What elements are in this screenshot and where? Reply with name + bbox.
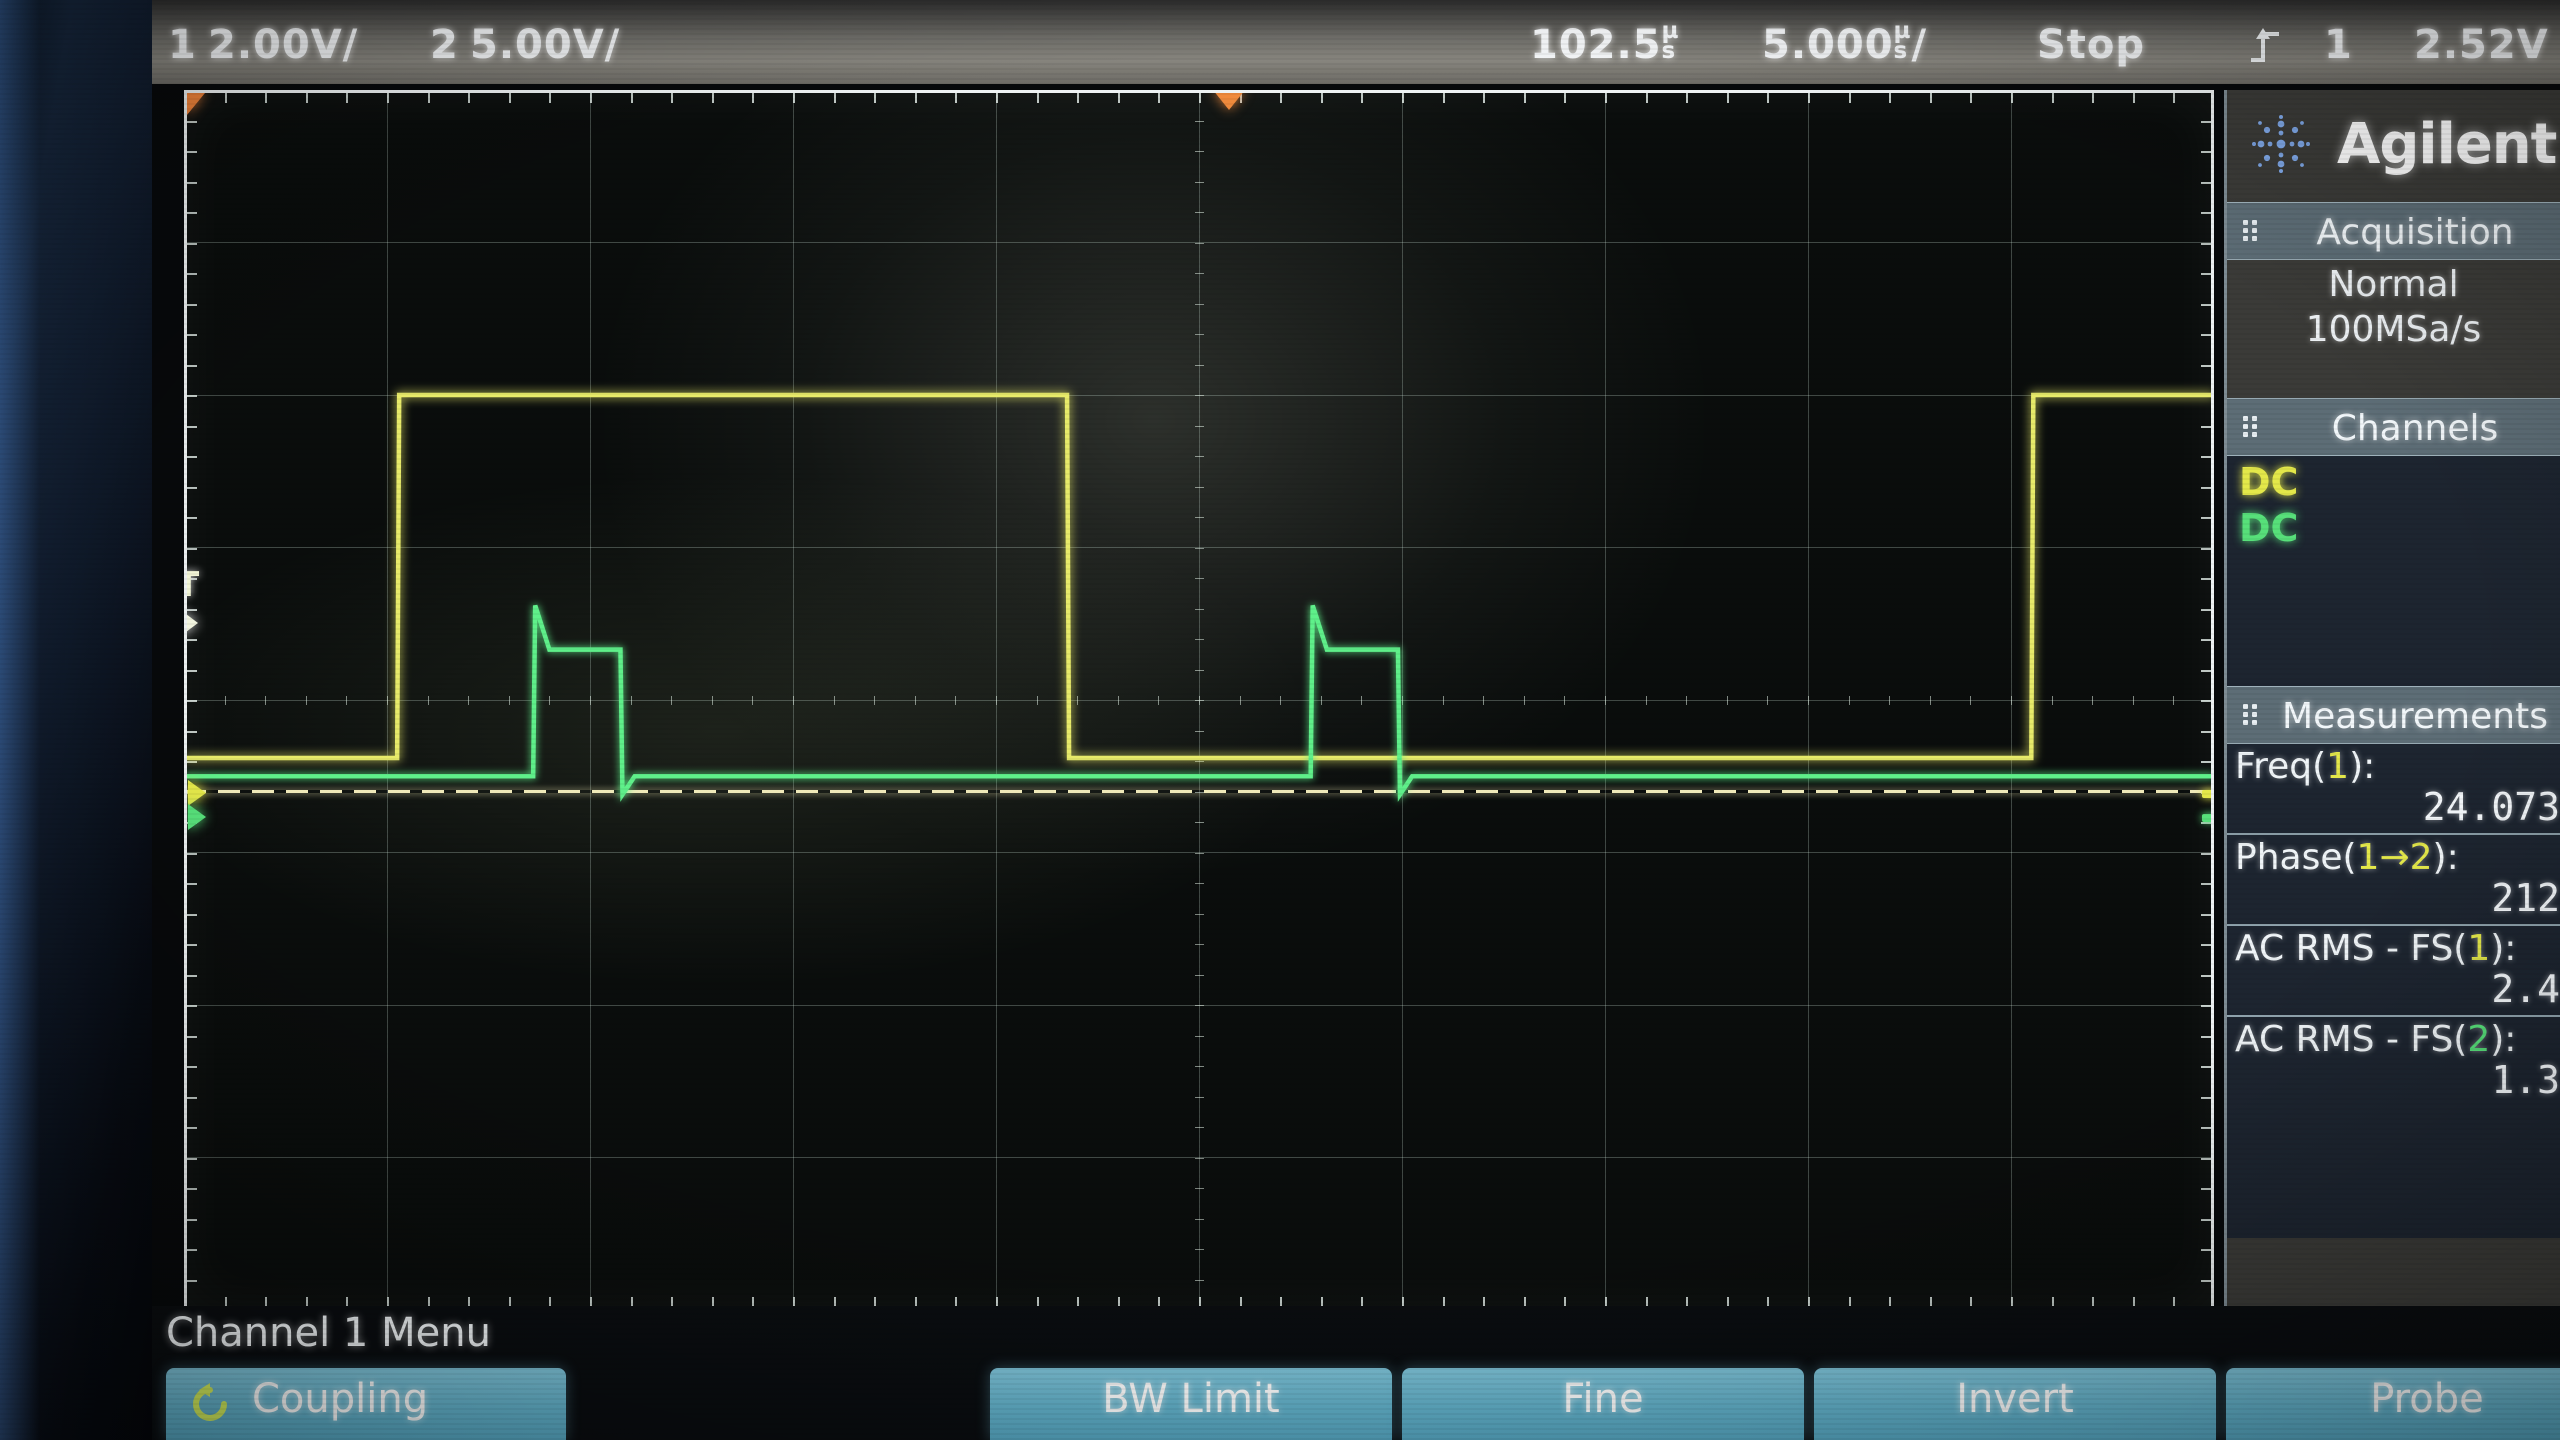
acquisition-section-header[interactable]: Acquisition: [2227, 202, 2560, 260]
menu-title: Channel 1 Menu: [166, 1310, 491, 1356]
trigger-position-marker-icon[interactable]: [1213, 90, 1245, 110]
ch1-coupling: DC: [2239, 460, 2299, 504]
measurement-label: Freq(1):: [2235, 746, 2376, 787]
channel-row[interactable]: DC 10: [2227, 456, 2560, 512]
trigger-level-line[interactable]: [184, 790, 2214, 793]
agilent-starburst-icon: [2251, 114, 2311, 174]
acquisition-title: Acquisition: [2316, 212, 2514, 253]
drag-grip-icon: [2243, 704, 2263, 726]
measurement-label: AC RMS - FS(2):: [2235, 1019, 2517, 1060]
measurement-item[interactable]: AC RMS - FS(2): 1.3: [2227, 1015, 2560, 1106]
info-sidebar: Agilent Acquisition Normal 100MSa/s: [2224, 90, 2560, 1306]
measurement-label: Phase(1→2):: [2235, 837, 2459, 878]
trigger-level-arrow-icon[interactable]: [184, 608, 198, 638]
softkey-invert[interactable]: Invert: [1814, 1368, 2216, 1440]
waveform-traces: [184, 392, 2214, 802]
measurement-item[interactable]: Phase(1→2): 212: [2227, 833, 2560, 924]
ch2-ground-arrow-icon[interactable]: [188, 804, 206, 830]
measurement-value: 2.4: [2491, 967, 2560, 1011]
softkey-probe[interactable]: Probe: [2226, 1368, 2560, 1440]
status-timebase[interactable]: 5.000 µ s /: [1762, 18, 1928, 68]
softkey-fine-label: Fine: [1562, 1376, 1644, 1422]
status-ch2-scale[interactable]: 5.00V/: [470, 22, 621, 68]
softkey-bar: Channel 1 Menu Coupling BW Limit Fine In…: [152, 1306, 2560, 1440]
channels-title: Channels: [2331, 408, 2499, 449]
measurement-value: 1.3: [2491, 1058, 2560, 1102]
softkey-bw-limit[interactable]: BW Limit: [990, 1368, 1392, 1440]
measurements-section-header[interactable]: Measurements: [2227, 686, 2560, 744]
measurements-body: Freq(1): 24.073 Phase(1→2): 212 AC RMS -…: [2227, 744, 2560, 1238]
measurement-label: AC RMS - FS(1):: [2235, 928, 2517, 969]
channel-1-trace: [184, 392, 2214, 761]
measurement-value: 24.073: [2422, 785, 2560, 829]
acquisition-mode: Normal: [2328, 264, 2459, 305]
channels-section-header[interactable]: Channels: [2227, 398, 2560, 456]
ch2-coupling: DC: [2239, 506, 2299, 550]
softkey-invert-label: Invert: [1956, 1376, 2074, 1422]
acquisition-sample-rate: 100MSa/s: [2305, 309, 2482, 350]
device-bezel-left: [0, 0, 152, 1440]
status-timebase-value: 5.000: [1762, 22, 1894, 68]
waveform-graticule[interactable]: T 1 2: [184, 90, 2214, 1310]
channel-2-trace: [184, 562, 2214, 802]
softkey-bw-limit-label: BW Limit: [1102, 1376, 1280, 1422]
status-ch2-number[interactable]: 2: [430, 22, 459, 68]
drag-grip-icon: [2243, 416, 2263, 438]
status-run-state[interactable]: Stop: [2037, 22, 2146, 68]
ch2-right-edge-marker: [2202, 814, 2214, 822]
status-ch1-number[interactable]: 1: [168, 22, 197, 68]
status-trigger-source[interactable]: 1: [2324, 22, 2353, 68]
channel-row[interactable]: DC 10: [2227, 502, 2560, 558]
status-ch1-scale[interactable]: 2.00V/: [208, 22, 359, 68]
softkey-coupling[interactable]: Coupling: [166, 1368, 566, 1440]
measurements-title: Measurements: [2282, 696, 2548, 737]
status-timebase-suffix: /: [1911, 22, 1928, 68]
ch1-ground-arrow-icon[interactable]: [188, 780, 206, 806]
status-bar: 1 2.00V/ 2 5.00V/ 102.5 µ s 5.000 µ s / Stop …: [152, 0, 2560, 84]
softkey-probe-label: Probe: [2370, 1376, 2484, 1422]
cycle-arrow-icon: [188, 1382, 232, 1426]
status-delay[interactable]: 102.5 µ s: [1530, 18, 1680, 68]
acquisition-body: Normal 100MSa/s: [2227, 260, 2560, 398]
rising-edge-trigger-icon[interactable]: [2249, 26, 2285, 72]
measurement-value: 212: [2491, 876, 2560, 920]
softkey-fine[interactable]: Fine: [1402, 1368, 1804, 1440]
drag-grip-icon: [2243, 220, 2263, 242]
scope-screen: 1 2.00V/ 2 5.00V/ 102.5 µ s 5.000 µ s / Stop …: [152, 0, 2560, 1440]
brand-label: Agilent: [2337, 112, 2557, 177]
status-delay-value: 102.5: [1530, 22, 1662, 68]
status-trigger-level[interactable]: 2.52V: [2414, 22, 2549, 68]
trigger-level-label: T: [184, 565, 200, 605]
brand-row: Agilent: [2227, 90, 2560, 202]
trigger-start-marker-icon: [187, 93, 205, 115]
ch1-right-edge-marker: [2202, 790, 2214, 798]
channels-body: DC 10 DC 10: [2227, 456, 2560, 686]
measurement-item[interactable]: Freq(1): 24.073: [2227, 744, 2560, 833]
graticule-frame: [184, 90, 2214, 1310]
softkey-coupling-label: Coupling: [252, 1376, 429, 1422]
measurement-item[interactable]: AC RMS - FS(1): 2.4: [2227, 924, 2560, 1015]
